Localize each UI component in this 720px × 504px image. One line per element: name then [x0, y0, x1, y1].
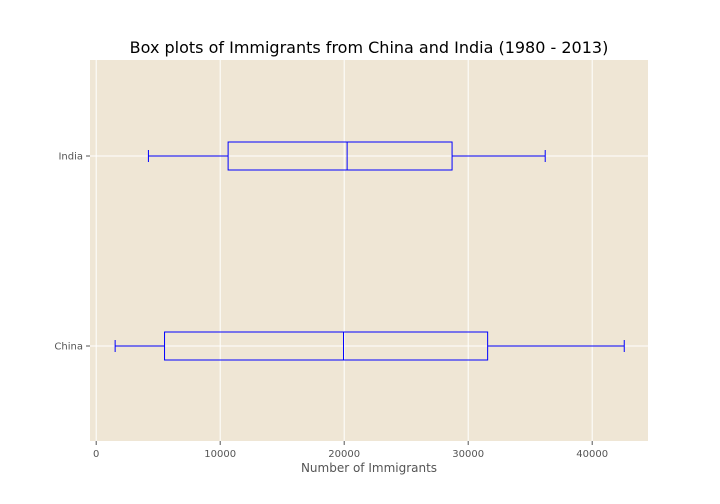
y-tick-label-india: India — [58, 152, 83, 163]
iqr-box — [164, 331, 489, 361]
box-plots — [114, 141, 625, 361]
x-tick-label: 40000 — [576, 449, 608, 460]
x-axis-ticks: 0 10000 20000 30000 40000 — [93, 441, 608, 460]
plot-area — [90, 60, 648, 441]
x-tick-label: 30000 — [452, 449, 484, 460]
y-tick-label-china: China — [54, 342, 83, 353]
x-tick-label: 0 — [93, 449, 99, 460]
iqr-box — [227, 141, 453, 171]
box-india — [147, 141, 546, 171]
x-axis-label: Number of Immigrants — [301, 461, 437, 475]
chart-title: Box plots of Immigrants from China and I… — [130, 38, 609, 57]
x-tick-label: 10000 — [204, 449, 236, 460]
y-axis-ticks: China India — [54, 152, 90, 353]
x-tick-label: 20000 — [328, 449, 360, 460]
box-china — [114, 331, 625, 361]
